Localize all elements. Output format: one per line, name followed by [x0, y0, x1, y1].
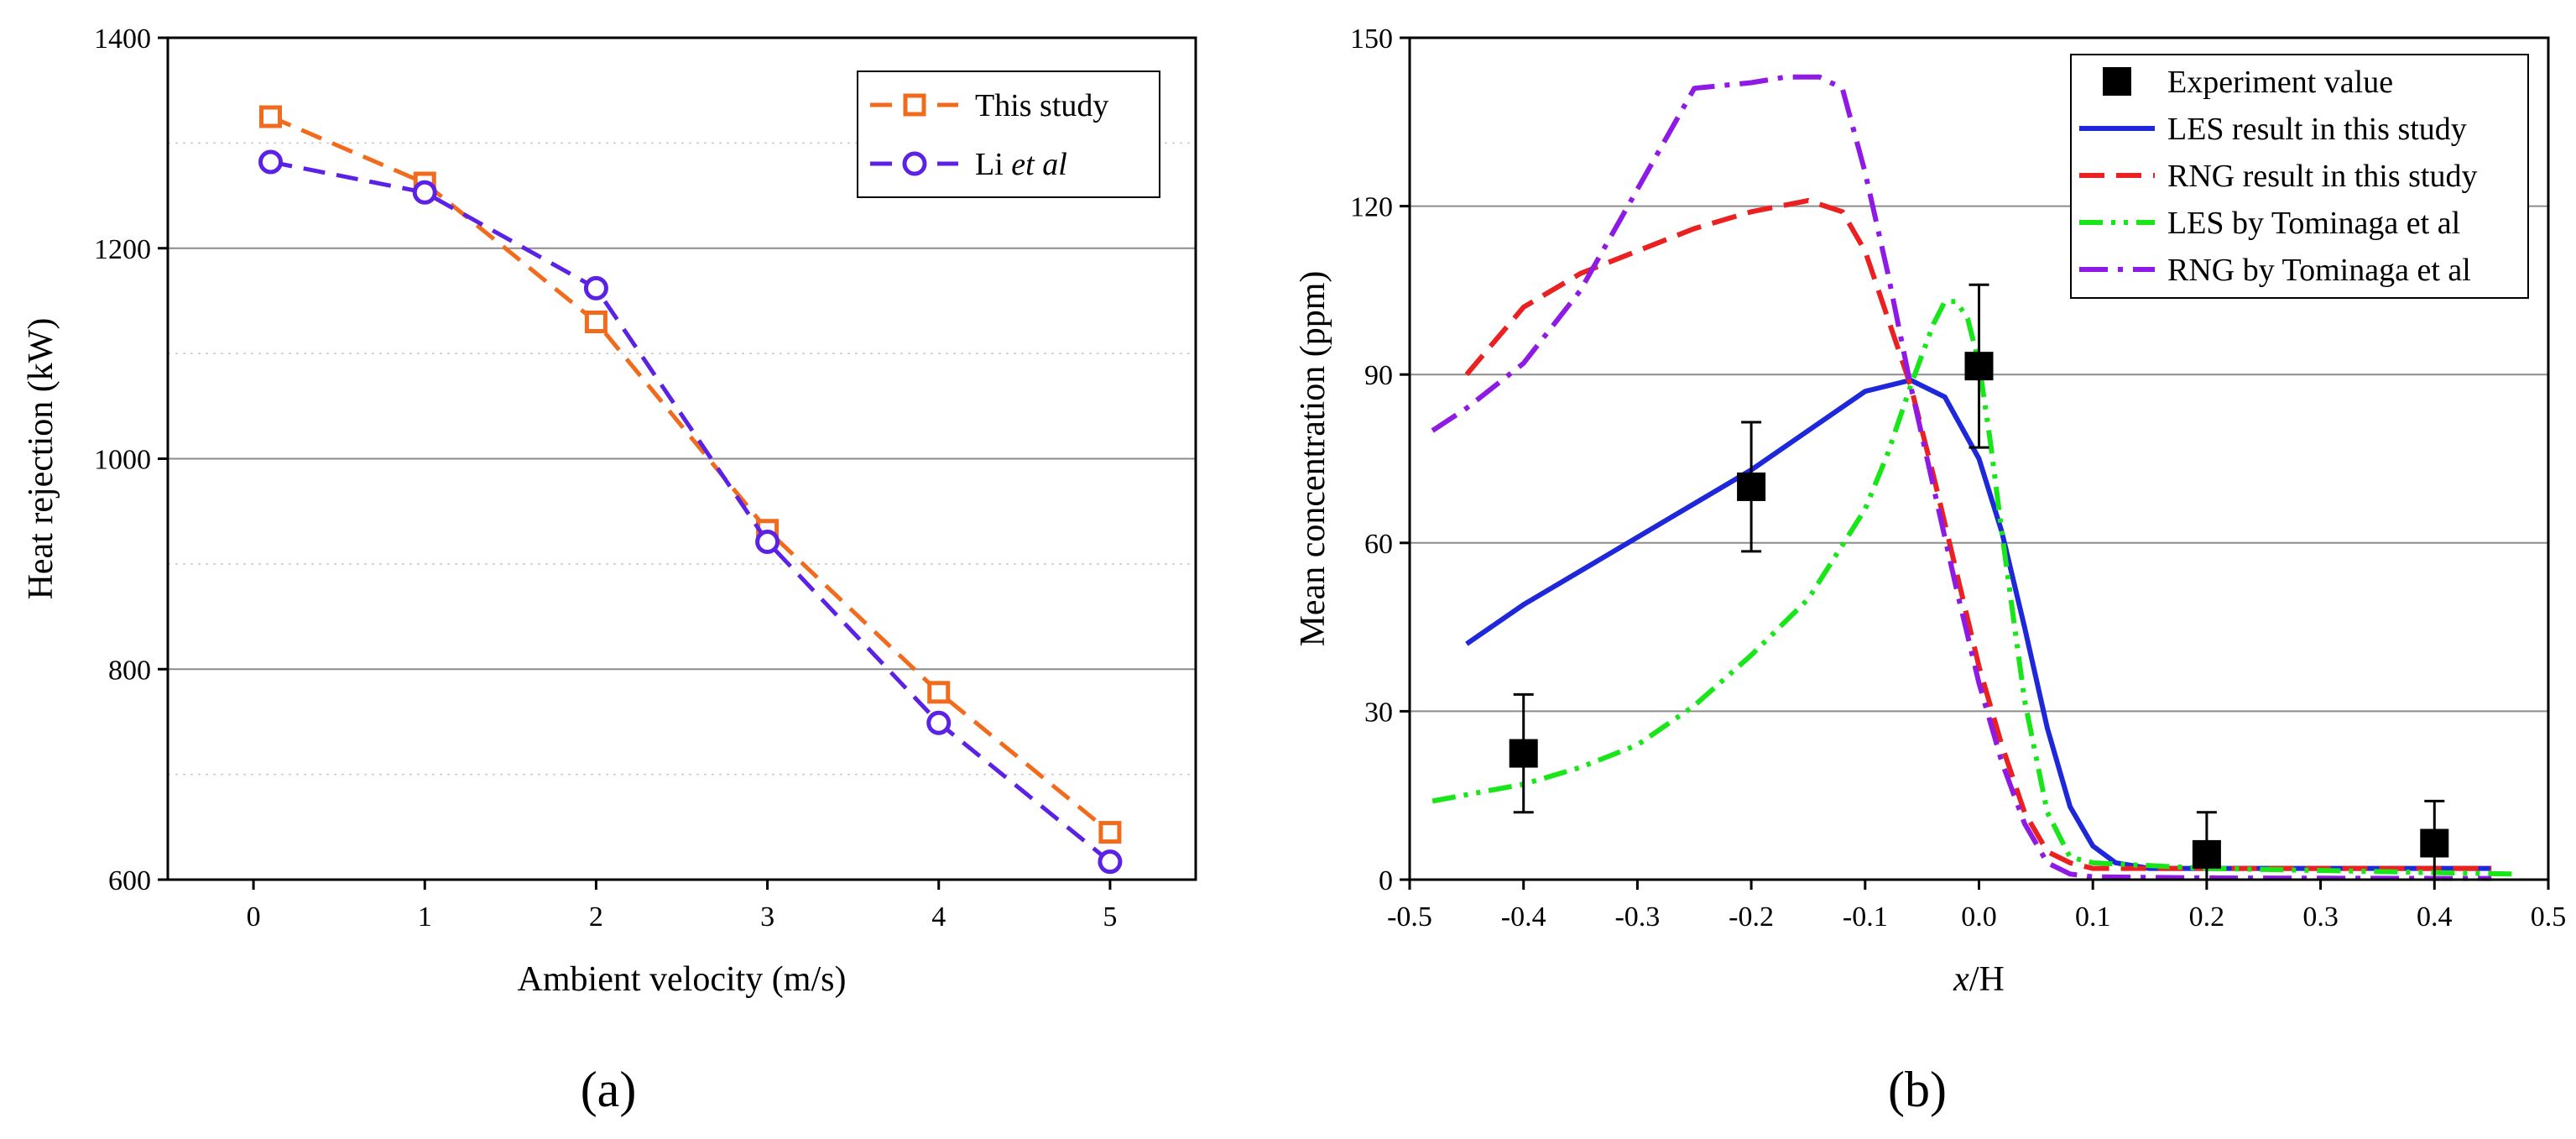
chart-a-point-circle [755, 530, 780, 555]
chart-b-legend-label: LES by Tominaga et al [2167, 206, 2460, 241]
chart-b-x-tick-label: -0.3 [1614, 901, 1660, 933]
chart-b-y-tick-label: 120 [1350, 192, 1393, 223]
chart-b-x-tick-label: -0.1 [1843, 901, 1888, 933]
chart-a-point-circle [1098, 849, 1123, 875]
chart-a-y-axis-label: Heat rejection (kW) [22, 318, 60, 600]
chart-b-y-tick-label: 150 [1350, 24, 1393, 55]
chart-b-x-tick-label: 0.2 [2189, 901, 2225, 933]
chart-a-point-square [927, 681, 951, 704]
panel-a-label: (a) [581, 1062, 637, 1117]
chart-a-x-tick-label: 3 [760, 901, 774, 933]
chart-b-series-line [1431, 74, 2492, 881]
chart-b-y-tick-label: 0 [1379, 865, 1393, 896]
chart-b-legend-label: Experiment value [2167, 65, 2393, 100]
chart-a-x-tick-label: 2 [589, 901, 603, 933]
chart-b-y-tick-label: 60 [1364, 529, 1393, 560]
chart-a-legend: This study Li et al [857, 71, 1160, 198]
chart-b-x-tick-label: -0.4 [1501, 901, 1546, 933]
chart-a-legend-label: This study [975, 88, 1108, 123]
chart-a-point-circle [412, 180, 437, 205]
panel-b-label: (b) [1888, 1062, 1947, 1117]
chart-b-series-line [1464, 197, 2492, 871]
chart-a-legend-marker-circle [902, 151, 927, 176]
chart-b-legend-label: RNG result in this study [2167, 159, 2477, 194]
chart-a-x-tick-label: 0 [247, 901, 261, 933]
chart-b-legend: Experiment value LES result in this study… [2070, 54, 2529, 299]
chart-a-x-axis-label: Ambient velocity (m/s) [518, 960, 847, 999]
chart-a-point-circle [926, 710, 952, 735]
chart-b-x-axis-label: x/H [1953, 960, 2005, 999]
chart-b-x-tick-label: 0.3 [2302, 901, 2339, 933]
chart-b-legend-label: LES result in this study [2167, 112, 2467, 147]
chart-a-y-tick-label: 600 [108, 865, 151, 896]
chart-a-gridlines [168, 142, 1196, 776]
chart-b-x-tick-label: -0.5 [1387, 901, 1432, 933]
chart-a-y-tick-label: 800 [108, 655, 151, 686]
chart-b-ticks: 0 30 60 90 120 150 -0.5 -0.4 -0.3 -0.2 -0.1 0.0 0.1 0… [1350, 24, 2566, 933]
chart-b-y-tick-label: 30 [1364, 697, 1393, 728]
chart-b-experiment-point [1964, 352, 1994, 381]
chart-b-experiment-points [1509, 283, 2449, 881]
chart-a-legend-box [857, 71, 1160, 198]
chart-a-legend-label: Li et al [975, 147, 1067, 182]
chart-a-x-tick-label: 5 [1103, 901, 1117, 933]
chart-b-experiment-point [1509, 739, 1538, 768]
chart-a-y-tick-label: 1400 [94, 24, 151, 55]
chart-b-series-line [1465, 377, 2492, 871]
chart-a-series [258, 105, 1123, 875]
chart-a-y-tick-label: 1200 [94, 234, 151, 265]
chart-a-point-square [1098, 821, 1122, 844]
chart-b-experiment-point [2420, 828, 2449, 858]
chart-b-y-axis-label: Mean concentration (ppm) [1294, 271, 1332, 647]
chart-a-point-circle [583, 275, 608, 300]
chart-a-point-circle [258, 149, 283, 175]
chart-b-x-axis-label-italic: x [1953, 960, 1969, 999]
chart-b-x-tick-label: 0.5 [2531, 901, 2567, 933]
chart-b-series-line [1431, 299, 2515, 877]
chart-b-y-tick-label: 90 [1364, 360, 1393, 391]
chart-a-x-tick-label: 4 [931, 901, 946, 933]
chart-b-experiment-point [1737, 472, 1766, 501]
chart-a-legend-label-plain: Li [975, 147, 1011, 182]
chart-a-heat-rejection: 600 800 1000 1200 1400 0 1 2 3 4 5 Ambient velocit… [22, 24, 1197, 999]
chart-a-legend-label-italic: et al [1011, 147, 1066, 182]
chart-b-mean-concentration: 0 30 60 90 120 150 -0.5 -0.4 -0.3 -0.2 -0.1 0.0 0.1 0… [1294, 24, 2566, 999]
chart-a-ticks: 600 800 1000 1200 1400 0 1 2 3 4 5 [94, 24, 1117, 933]
chart-b-series [1431, 74, 2515, 881]
chart-b-x-tick-label: 0.0 [1961, 901, 1997, 933]
chart-b-legend-marker-experiment [2103, 67, 2131, 96]
chart-b-x-axis-label-plain: /H [1969, 960, 2005, 999]
chart-a-series-line [270, 159, 1112, 864]
chart-b-legend-label: RNG by Tominaga et al [2167, 253, 2471, 288]
chart-b-legend-box [2070, 54, 2529, 299]
chart-a-x-tick-label: 1 [418, 901, 432, 933]
chart-b-x-tick-label: 0.4 [2417, 901, 2453, 933]
chart-b-x-tick-label: 0.1 [2075, 901, 2111, 933]
chart-a-point-square [584, 311, 607, 334]
chart-b-experiment-point [2192, 839, 2221, 869]
chart-a-legend-marker-square [903, 93, 926, 117]
chart-a-y-tick-label: 1000 [94, 445, 151, 476]
chart-a-point-square [259, 105, 282, 128]
chart-b-x-tick-label: -0.2 [1729, 901, 1774, 933]
chart-a-series-line [269, 114, 1112, 834]
